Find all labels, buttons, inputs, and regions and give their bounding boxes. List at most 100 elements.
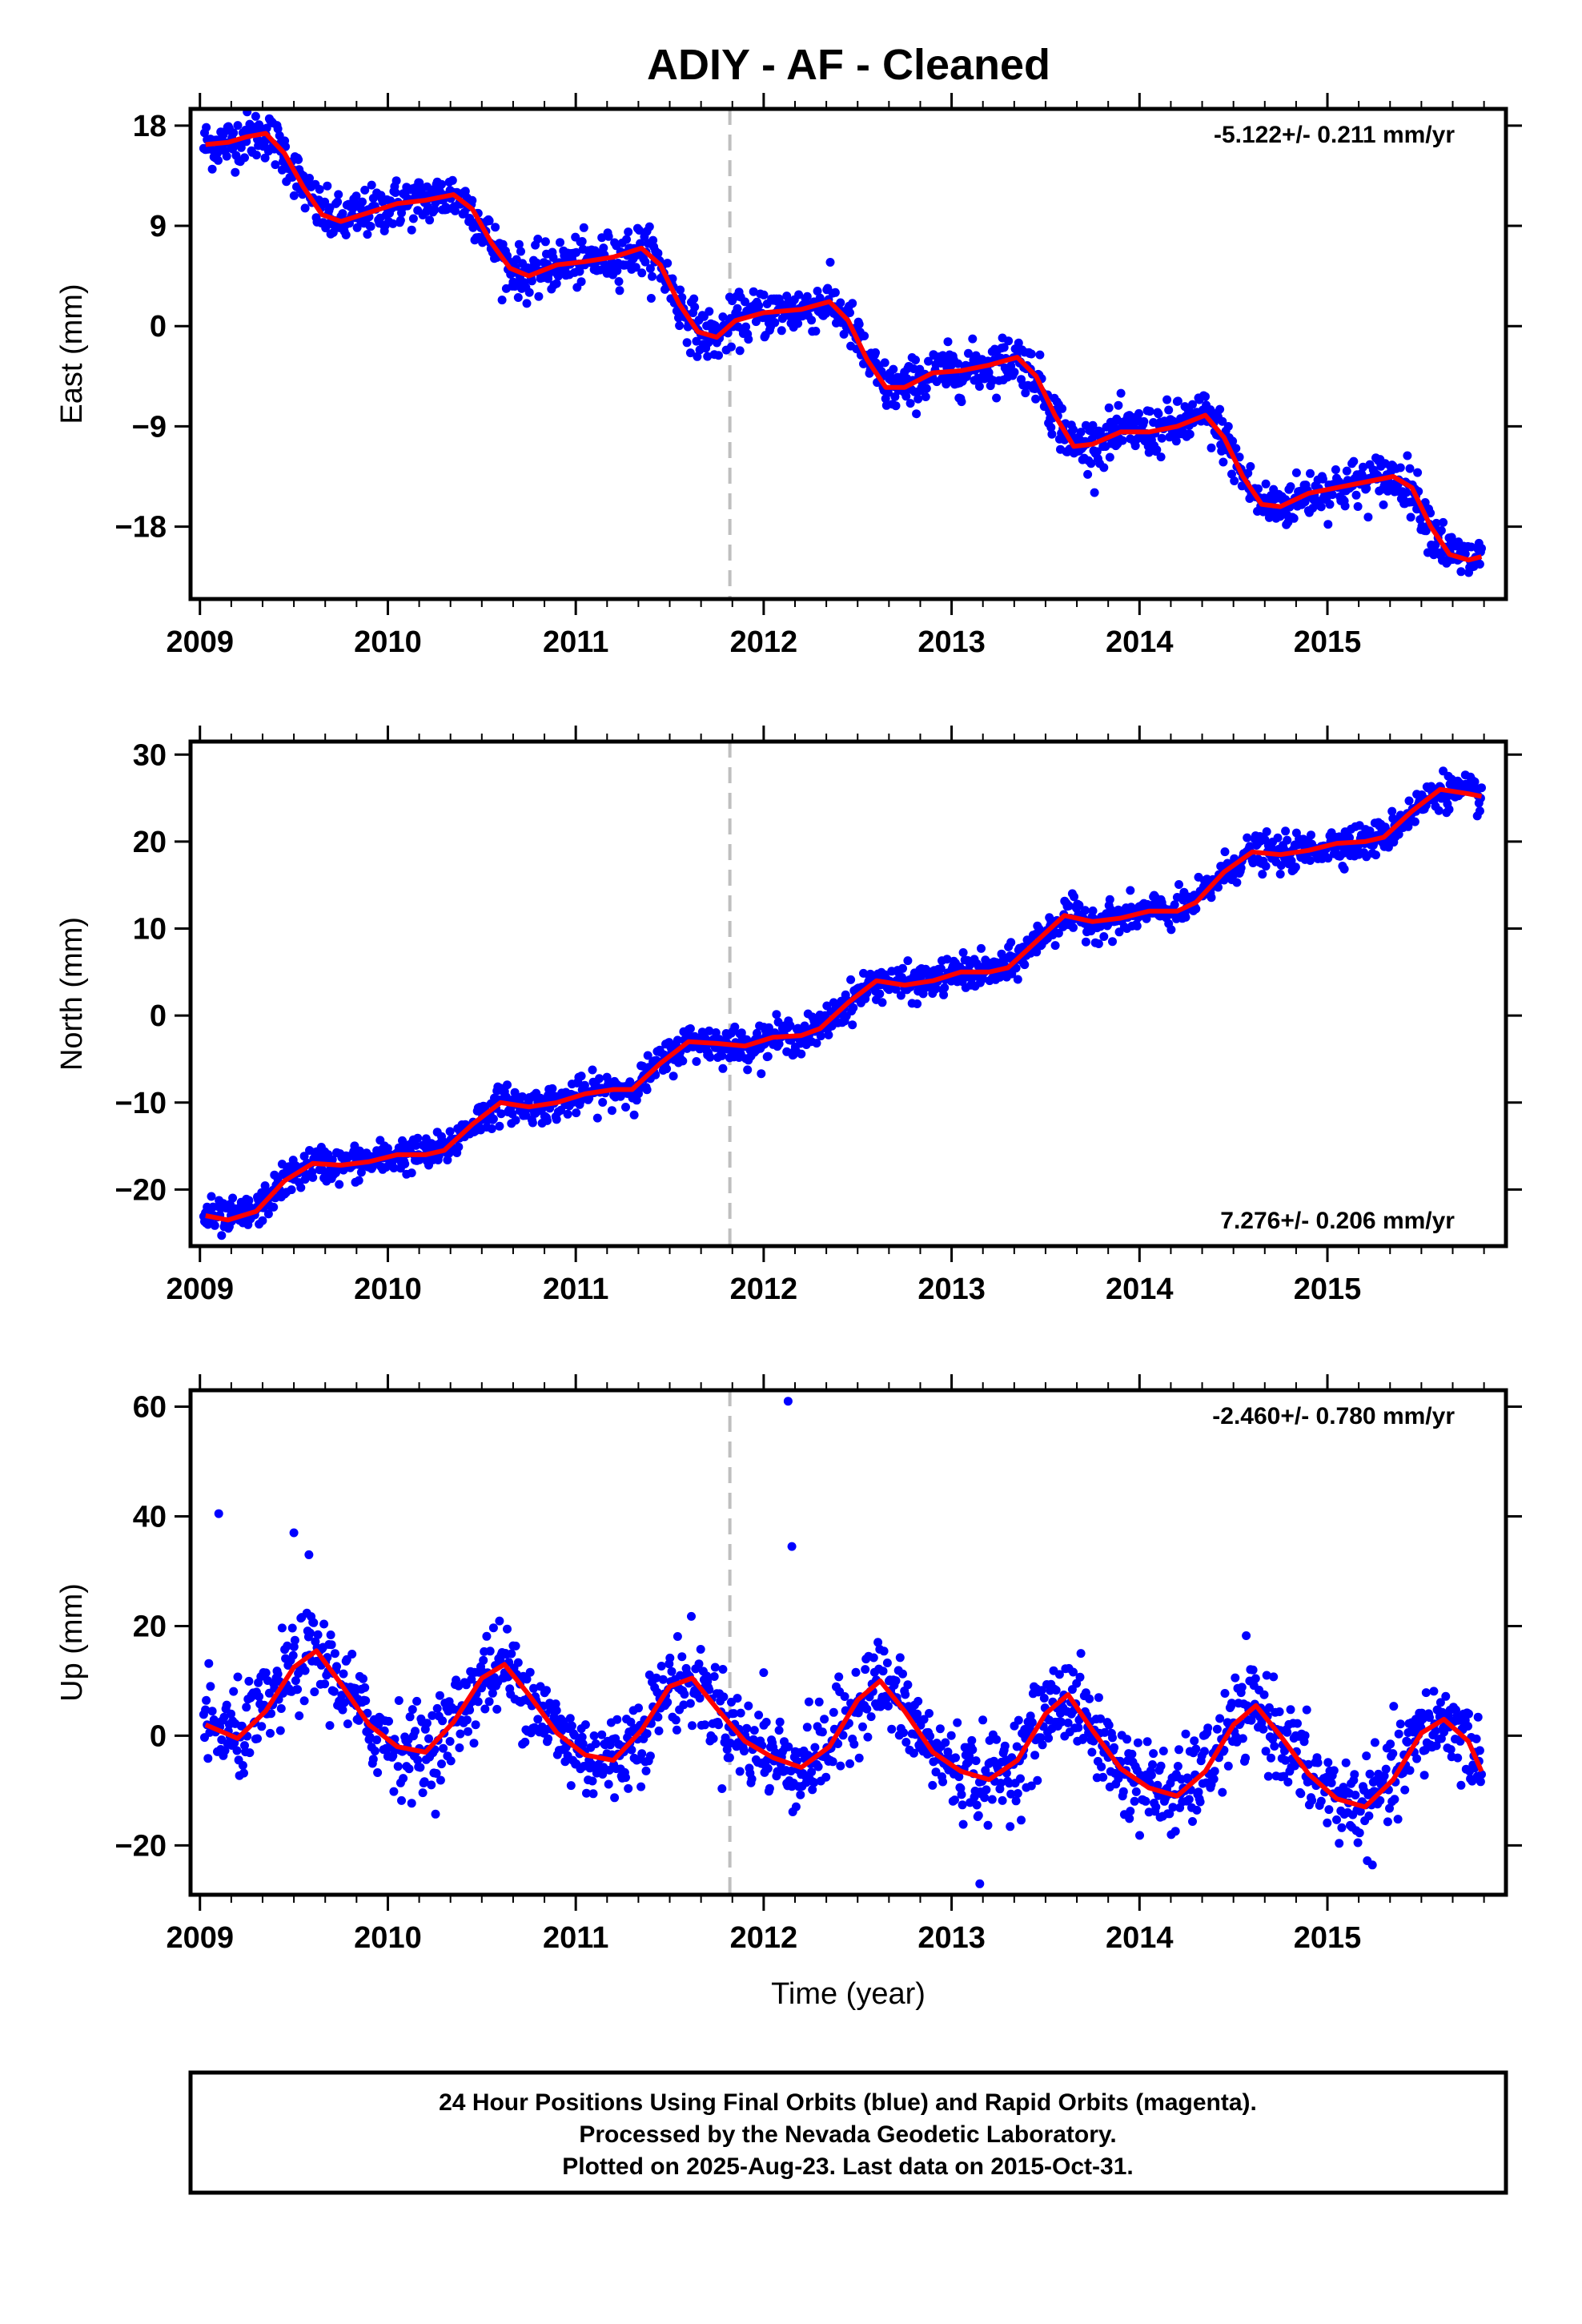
data-point [612, 266, 622, 275]
data-point [913, 1696, 923, 1706]
data-point [983, 1820, 993, 1830]
data-point [804, 1697, 813, 1707]
data-point [833, 1739, 843, 1748]
data-point [240, 1741, 249, 1751]
data-point [543, 1116, 552, 1125]
data-point [484, 1697, 494, 1707]
data-point [1286, 1705, 1295, 1715]
data-point [621, 1773, 630, 1783]
data-point [496, 1109, 506, 1119]
data-point [901, 1690, 910, 1699]
data-point [497, 296, 507, 305]
data-point [468, 195, 477, 205]
data-point [365, 1732, 375, 1742]
data-point [679, 1700, 689, 1710]
data-point [1429, 1687, 1439, 1696]
data-point [1393, 1815, 1403, 1824]
data-point [323, 181, 332, 191]
data-point [513, 293, 523, 302]
data-point [1300, 1731, 1310, 1740]
data-point [846, 975, 856, 984]
data-point [1283, 1727, 1292, 1737]
y-tick-label: −10 [115, 1087, 167, 1120]
data-points [199, 1397, 1486, 1888]
data-point [277, 1623, 287, 1633]
data-point [1027, 1718, 1037, 1727]
data-point [563, 1109, 572, 1119]
data-points [199, 109, 1486, 577]
data-point [1100, 1727, 1110, 1737]
data-point [777, 326, 786, 336]
data-point [648, 235, 658, 245]
y-tick-label: −20 [115, 1829, 167, 1863]
data-point [244, 1676, 254, 1686]
data-point [332, 1662, 341, 1671]
data-point [1081, 937, 1090, 947]
data-point [1173, 1762, 1182, 1771]
data-point [1076, 1649, 1086, 1659]
data-point [1165, 1809, 1174, 1819]
data-point [1359, 462, 1367, 472]
y-tick-label: −9 [132, 410, 167, 444]
data-point [233, 121, 243, 131]
data-point [1477, 544, 1486, 553]
data-point [1057, 1717, 1066, 1727]
data-point [1453, 1753, 1463, 1763]
data-point [1248, 1665, 1258, 1675]
data-point [251, 111, 260, 121]
data-point [735, 1767, 745, 1776]
data-point [1261, 1747, 1271, 1756]
data-point [207, 164, 217, 174]
data-point [770, 318, 780, 328]
data-point [958, 948, 968, 957]
data-point [610, 1793, 620, 1803]
data-point [682, 338, 692, 348]
data-point [454, 1142, 464, 1152]
x-tick-label: 2010 [354, 1921, 422, 1955]
data-point [1332, 1815, 1341, 1824]
data-point [1349, 456, 1359, 466]
data-point [1014, 1715, 1023, 1725]
data-point [267, 1709, 275, 1719]
data-point [662, 1064, 672, 1074]
data-point [1371, 850, 1380, 860]
data-point [1355, 1828, 1364, 1838]
data-point [719, 1692, 729, 1702]
data-point [320, 1679, 330, 1689]
data-point [1351, 490, 1361, 500]
data-point [299, 1152, 309, 1161]
data-point [1141, 1796, 1150, 1806]
data-point [1033, 1775, 1042, 1785]
data-point [464, 1727, 472, 1736]
data-point [1126, 1807, 1135, 1816]
data-point [735, 346, 745, 356]
data-point [1152, 445, 1162, 455]
data-point [926, 1731, 935, 1741]
data-point [413, 1755, 423, 1765]
data-point [641, 1766, 651, 1775]
data-point [352, 223, 362, 232]
footer-line-1: 24 Hour Positions Using Final Orbits (bl… [439, 2089, 1257, 2116]
data-point [866, 1712, 876, 1722]
data-point [1375, 1795, 1385, 1805]
data-point [1012, 1742, 1022, 1751]
data-point [491, 223, 500, 232]
data-point [901, 392, 911, 401]
data-point [889, 364, 898, 374]
data-point [1006, 938, 1016, 947]
data-point [579, 223, 588, 232]
data-point [1164, 405, 1174, 415]
data-point [341, 230, 351, 239]
data-point [840, 1692, 849, 1701]
data-point [1405, 464, 1415, 473]
data-point [1030, 1751, 1040, 1760]
data-point [233, 1672, 243, 1682]
data-point [705, 1052, 715, 1062]
data-point [1118, 1787, 1128, 1796]
data-point [288, 1651, 298, 1660]
data-point [577, 1732, 587, 1742]
data-point [597, 1730, 607, 1739]
data-point [939, 990, 949, 999]
data-point [836, 1761, 845, 1771]
data-point [407, 1168, 416, 1178]
